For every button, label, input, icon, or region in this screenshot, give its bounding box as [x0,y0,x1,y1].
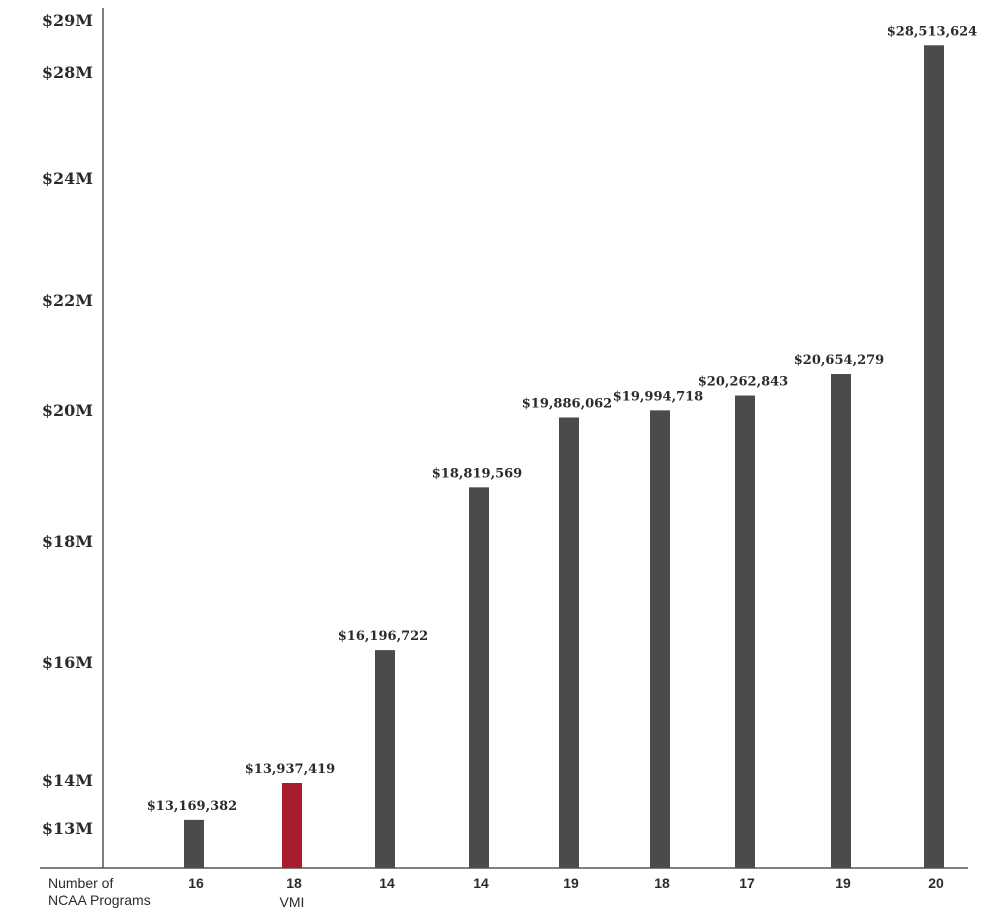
bar [924,45,944,868]
bar-value-label: $28,513,624 [887,24,977,39]
bar-value-label: $16,196,722 [338,629,428,644]
bar-value-label: $20,654,279 [794,353,884,368]
bar-value-labels: $13,169,382 $13,937,419 $16,196,722 $18,819… [147,24,977,814]
bar-value-label: $18,819,569 [432,466,522,481]
bar [375,650,395,868]
y-tick-label: $13M [42,819,93,838]
x-category-label: 19 [835,875,851,891]
bar-value-label: $20,262,843 [698,375,788,390]
bar [559,417,579,868]
bar [184,819,204,868]
y-axis-tick-labels: $13M $14M $16M $18M $20M $22M $24M $28M $29M [42,11,93,838]
x-category-label: 20 [928,875,944,891]
y-tick-label: $22M [42,291,93,310]
x-category-label: 14 [379,875,395,891]
bar-value-label: $19,886,062 [522,396,612,411]
y-tick-label: $18M [42,532,93,551]
y-tick-label: $14M [42,771,93,790]
bar-value-label: $13,169,382 [147,799,237,814]
y-tick-label: $28M [42,63,93,82]
bar [735,395,755,868]
x-category-label: 18 [654,875,670,891]
y-tick-label: $20M [42,401,93,420]
bar-vmi [282,783,302,868]
bar [650,410,670,868]
x-category-label: 14 [473,875,489,891]
y-tick-label: $24M [42,169,93,188]
x-row-header-line-1: Number of [48,875,113,891]
y-tick-label: $16M [42,653,93,672]
x-category-label: 18 [286,875,302,891]
x-category-labels: 16 18 VMI 14 14 19 18 17 19 20 [188,875,944,910]
x-category-label: 19 [563,875,579,891]
bar [469,487,489,868]
x-category-sublabel: VMI [280,894,305,910]
x-row-header-line-2: NCAA Programs [48,892,151,908]
x-category-label: 16 [188,875,204,891]
bar-value-label: $19,994,718 [613,389,703,404]
bar [831,374,851,868]
bars [184,45,944,868]
bar-value-label: $13,937,419 [245,762,335,777]
y-tick-label: $29M [42,11,93,30]
x-category-label: 17 [739,875,755,891]
